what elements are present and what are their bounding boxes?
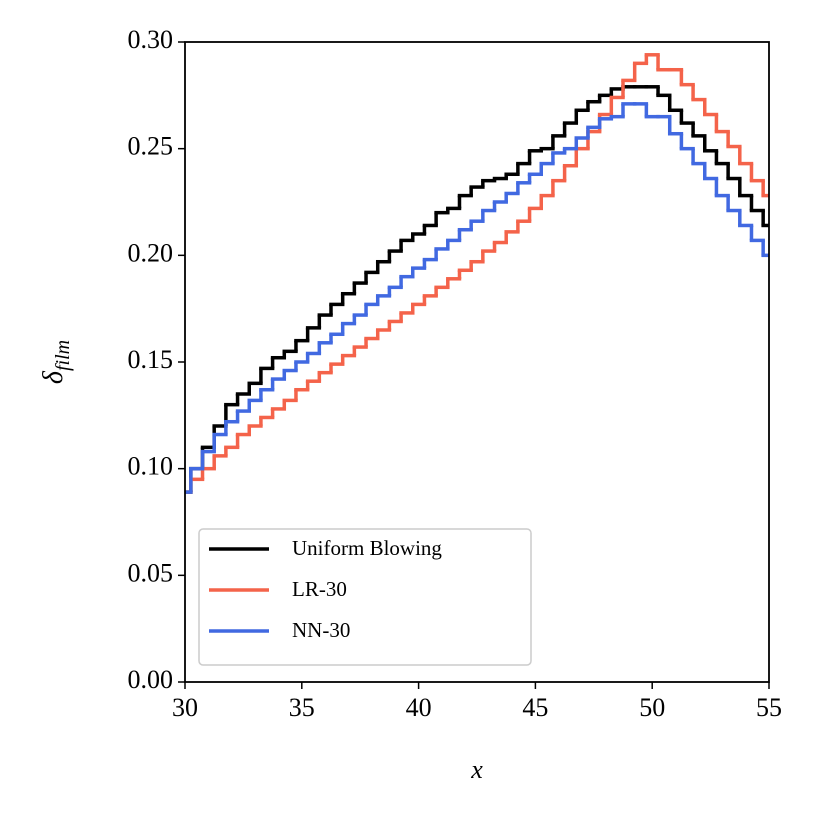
legend-label: NN-30: [292, 618, 350, 642]
series: [185, 53, 769, 494]
x-axis-label: x: [470, 755, 483, 784]
y-label-symbol: δ: [38, 370, 69, 384]
legend-label: Uniform Blowing: [292, 536, 442, 560]
y-label-subscript: film: [52, 340, 74, 371]
y-axis-label: δfilm: [38, 340, 73, 384]
legend-frame: [198, 528, 532, 666]
y-tick-label: 0.10: [128, 452, 174, 481]
y-tick-label: 0.15: [128, 345, 174, 374]
y-tick-label: 0.25: [128, 132, 174, 161]
x-tick-label: 40: [406, 693, 432, 722]
x-tick-label: 50: [639, 693, 665, 722]
x-tick-label: 45: [522, 693, 548, 722]
y-tick-label: 0.00: [128, 665, 174, 694]
legend-label: LR-30: [292, 577, 347, 601]
y-tick-label: 0.20: [128, 238, 174, 267]
y-tick-label: 0.30: [128, 25, 174, 54]
x-tick-label: 35: [289, 693, 315, 722]
x-tick-label: 55: [756, 693, 782, 722]
plot-frame: [184, 41, 770, 683]
legend: Uniform Blowing LR-30 NN-30: [198, 528, 532, 666]
y-tick-label: 0.05: [128, 558, 174, 587]
series: [185, 102, 769, 494]
x-tick-label: 30: [172, 693, 198, 722]
